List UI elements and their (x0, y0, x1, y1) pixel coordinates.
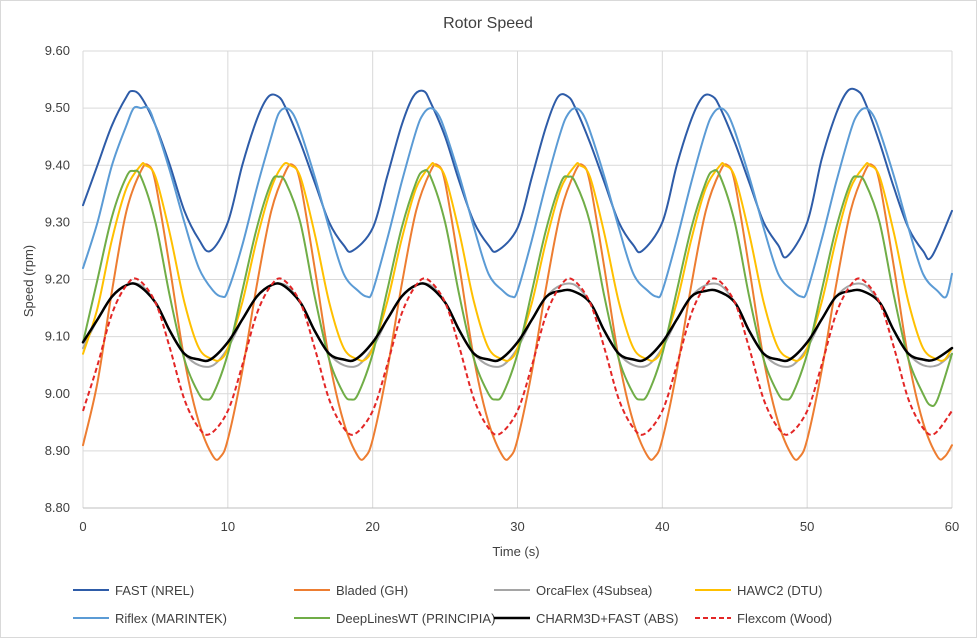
x-tick-label: 50 (800, 519, 814, 534)
legend-label-1: FAST (NREL) (115, 583, 194, 598)
x-axis-title: Time (s) (492, 544, 539, 559)
legend-label-8: Flexcom (Wood) (737, 611, 832, 626)
legend-label-6: DeepLinesWT (PRINCIPIA) (336, 611, 495, 626)
y-tick-label: 9.20 (45, 272, 70, 287)
x-tick-label: 40 (655, 519, 669, 534)
legend-label-3: OrcaFlex (4Subsea) (536, 583, 652, 598)
y-tick-label: 8.90 (45, 443, 70, 458)
series-line-2 (82, 163, 953, 461)
x-tick-labels: 0 10 20 30 40 50 60 (79, 519, 959, 534)
series-line-6 (82, 169, 953, 408)
y-tick-label: 9.60 (45, 43, 70, 58)
y-tick-label: 9.40 (45, 157, 70, 172)
legend-label-5: Riflex (MARINTEK) (115, 611, 227, 626)
series-line-5 (82, 105, 953, 299)
x-tick-label: 10 (221, 519, 235, 534)
x-tick-label: 30 (510, 519, 524, 534)
series-line-8 (82, 277, 953, 436)
legend-label-4: HAWC2 (DTU) (737, 583, 822, 598)
y-tick-labels: 8.80 8.90 9.00 9.10 9.20 9.30 9.40 9.50 9.60 (45, 43, 70, 515)
x-tick-label: 20 (365, 519, 379, 534)
gridlines (82, 50, 953, 508)
series-lines (81, 87, 954, 461)
y-tick-label: 9.00 (45, 386, 70, 401)
x-tick-label: 0 (79, 519, 86, 534)
series-line-7 (81, 282, 954, 363)
x-tick-label: 60 (945, 519, 959, 534)
y-tick-label: 9.30 (45, 214, 70, 229)
series-line-4 (82, 162, 953, 362)
legend-label-2: Bladed (GH) (336, 583, 408, 598)
legend: FAST (NREL) Bladed (GH) OrcaFlex (4Subsea)… (73, 583, 832, 626)
legend-label-7: CHARM3D+FAST (ABS) (536, 611, 678, 626)
series-line-1 (82, 87, 953, 261)
y-axis-title: Speed (rpm) (21, 245, 36, 317)
y-tick-label: 9.10 (45, 329, 70, 344)
y-tick-label: 8.80 (45, 500, 70, 515)
chart-title: Rotor Speed (443, 15, 533, 32)
y-tick-label: 9.50 (45, 100, 70, 115)
